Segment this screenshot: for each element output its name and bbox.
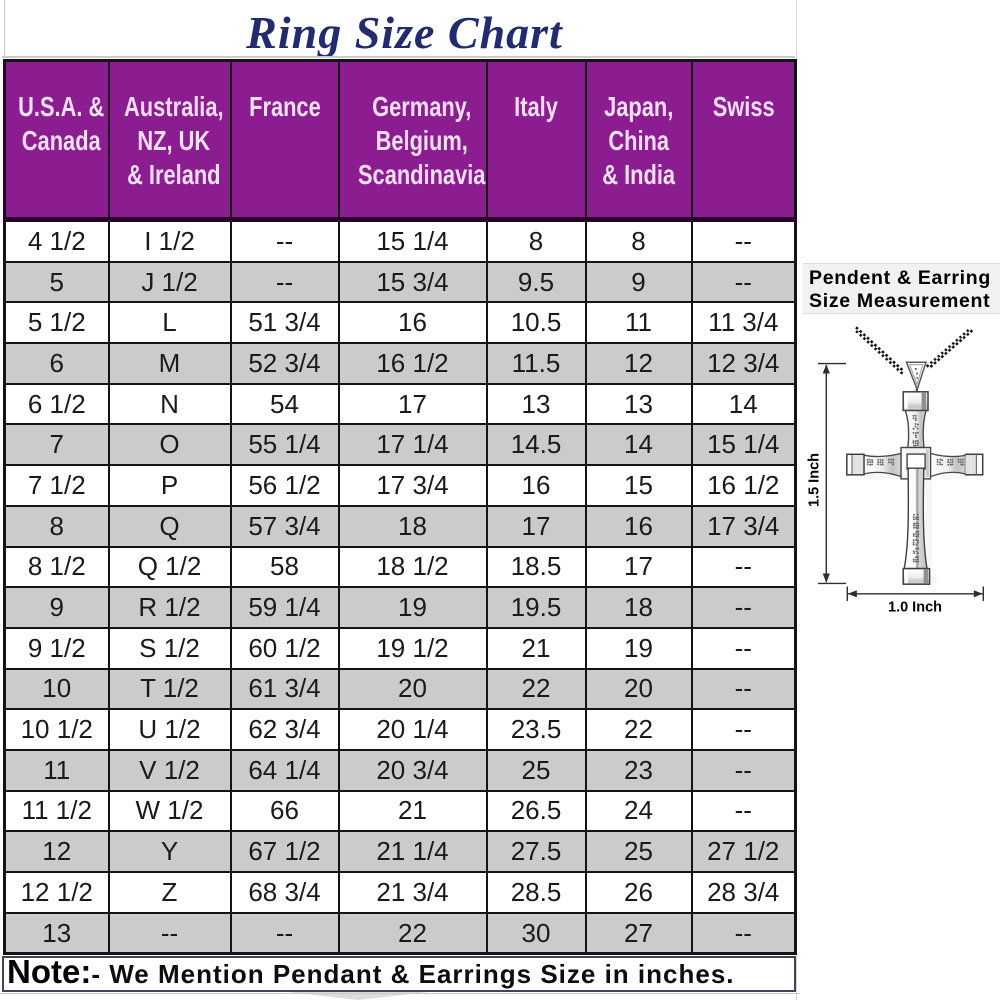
svg-text:1.5 Inch: 1.5 Inch — [807, 453, 823, 507]
svg-text:1.0 Inch: 1.0 Inch — [888, 600, 942, 616]
